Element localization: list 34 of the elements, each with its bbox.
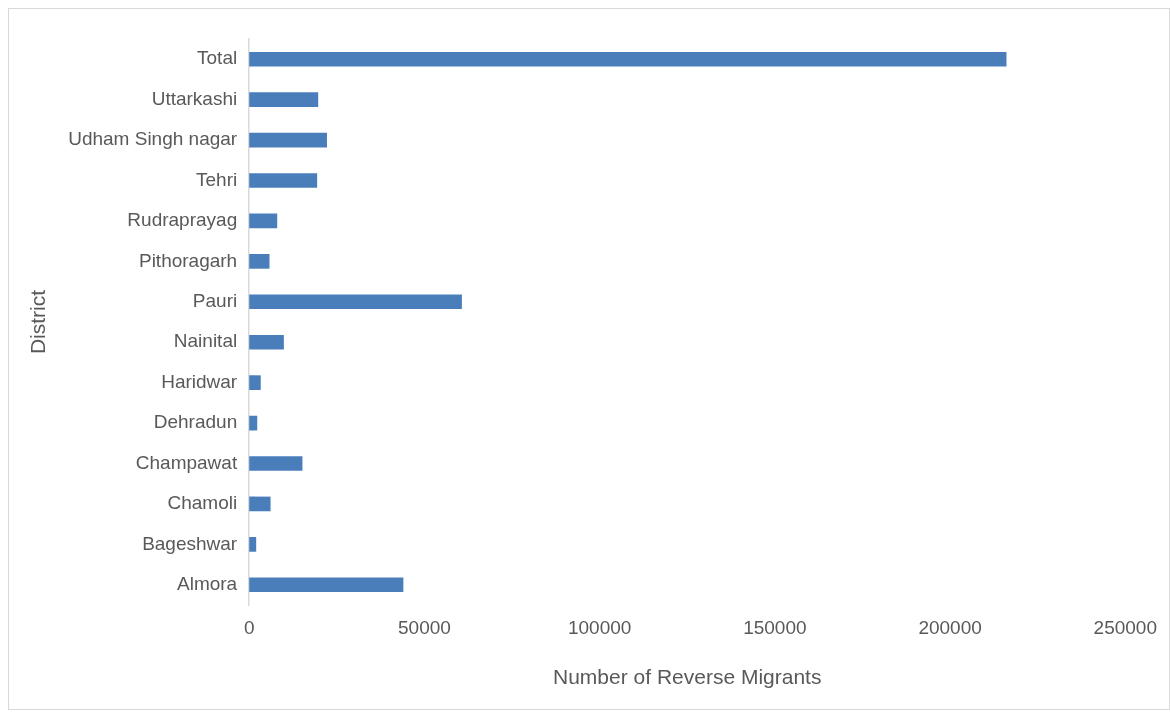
y-tick-label: Udham Singh nagar <box>68 128 238 150</box>
y-tick-label: Pauri <box>192 290 238 312</box>
x-tick-label: 200000 <box>918 616 982 638</box>
bar <box>249 213 278 229</box>
y-tick-label: Haridwar <box>161 370 238 392</box>
y-tick-label: Chamoli <box>167 492 238 514</box>
y-tick-label: Total <box>197 47 238 69</box>
y-tick-label: Bageshwar <box>142 532 238 554</box>
y-tick-label: Pithoragarh <box>138 249 238 271</box>
y-tick-label: Champawat <box>135 451 238 473</box>
bar <box>249 375 261 390</box>
y-tick-label: Dehradun <box>153 411 238 433</box>
bar <box>249 334 284 350</box>
x-tick-label: 150000 <box>743 616 807 638</box>
bar <box>249 294 462 310</box>
bar <box>249 173 318 188</box>
bar <box>249 496 271 512</box>
bar <box>249 254 270 269</box>
x-tick-label: 250000 <box>1093 616 1157 638</box>
y-tick-label: Almora <box>177 573 238 595</box>
y-tick-label: Uttarkashi <box>151 87 238 109</box>
bar <box>249 456 303 471</box>
x-axis-title: Number of Reverse Migrants <box>553 665 822 689</box>
y-axis-title: District <box>26 289 50 355</box>
y-tick-label: Rudraprayag <box>127 209 238 231</box>
x-tick-label: 50000 <box>397 616 451 638</box>
bar <box>249 51 1007 67</box>
y-tick-label: Tehri <box>196 168 238 190</box>
bar <box>249 132 327 148</box>
bar <box>249 92 319 107</box>
y-tick-label: Nainital <box>173 330 238 352</box>
x-tick-label: 0 <box>243 616 255 638</box>
bar <box>249 577 404 593</box>
x-tick-label: 100000 <box>567 616 632 638</box>
